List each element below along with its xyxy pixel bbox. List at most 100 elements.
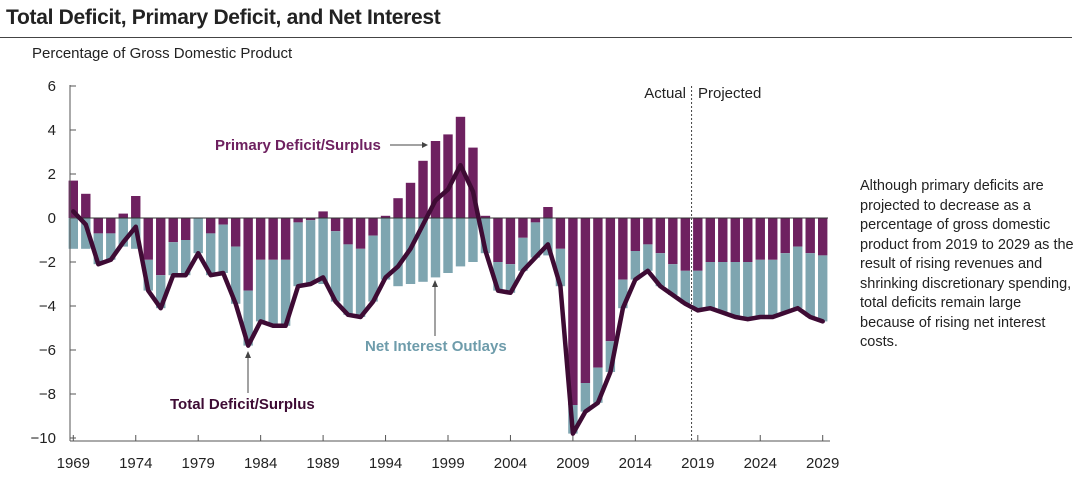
primary-bar-2020	[705, 218, 715, 262]
y-tick-label: −6	[39, 342, 56, 359]
primary-bar-1983	[243, 218, 253, 291]
interest-bar-1986	[280, 259, 291, 326]
interest-bar-2017	[668, 264, 678, 295]
primary-bar-2004	[505, 218, 516, 265]
projected-label: Projected	[698, 85, 761, 102]
y-tick-label: −4	[39, 298, 56, 315]
primary-bar-2026	[780, 218, 790, 254]
interest-bar-1995	[393, 218, 403, 287]
interest-bar-2016	[655, 253, 666, 287]
interest-bar-1989	[318, 218, 328, 284]
interest-bar-2011	[593, 367, 603, 403]
interest-bar-2020	[705, 262, 715, 309]
interest-bar-2027	[793, 246, 803, 309]
total-series-label: Total Deficit/Surplus	[170, 396, 315, 413]
interest-bar-1969	[68, 218, 78, 249]
interest-bar-2003	[493, 262, 503, 291]
primary-bar-2016	[655, 218, 666, 254]
y-tick-label: 4	[48, 122, 56, 139]
interest-bar-1976	[156, 275, 166, 309]
primary-series-label: Primary Deficit/Surplus	[215, 137, 381, 154]
x-tick-label: 2004	[494, 455, 527, 472]
x-tick-label: 1979	[182, 455, 215, 472]
interest-bar-2007	[543, 218, 553, 256]
interest-bar-1998	[430, 218, 441, 278]
primary-bar-1996	[405, 182, 416, 218]
primary-bar-1980	[205, 218, 216, 234]
x-tick-label: 2024	[744, 455, 777, 472]
interest-bar-2021	[718, 262, 728, 313]
primary-bar-2008	[555, 218, 566, 249]
primary-bar-1998	[430, 141, 441, 218]
primary-bar-2006	[530, 218, 541, 223]
interest-bar-2014	[630, 251, 641, 280]
primary-bar-1985	[268, 218, 278, 260]
primary-bar-1978	[181, 218, 191, 240]
interest-bar-1990	[330, 231, 341, 302]
x-tick-label: 1984	[244, 455, 277, 472]
primary-bar-1974	[131, 196, 141, 218]
primary-bar-2002	[480, 215, 491, 218]
primary-bar-1986	[280, 218, 291, 260]
primary-bar-1973	[118, 213, 128, 218]
chart-subtitle: Percentage of Gross Domestic Product	[32, 45, 293, 62]
primary-bar-1993	[368, 218, 378, 236]
interest-bar-1988	[305, 220, 316, 284]
interest-bar-2026	[780, 253, 790, 313]
primary-bar-1997	[418, 160, 428, 218]
primary-bar-1977	[168, 218, 178, 243]
primary-bar-2010	[580, 218, 591, 383]
interest-bar-1982	[230, 246, 241, 304]
interest-bar-1983	[243, 290, 253, 346]
primary-bar-2003	[493, 218, 503, 262]
interest-bar-1984	[255, 259, 266, 322]
primary-bar-1991	[343, 218, 353, 245]
primary-bar-2028	[805, 218, 815, 254]
interest-bar-1981	[218, 224, 228, 273]
interest-bar-2028	[805, 253, 815, 317]
x-tick-label: 1994	[369, 455, 402, 472]
interest-bar-2023	[743, 262, 753, 320]
primary-bar-2027	[793, 218, 803, 247]
primary-bar-2021	[718, 218, 728, 262]
x-tick-label: 1989	[306, 455, 339, 472]
primary-bar-1987	[293, 218, 303, 223]
interest-bar-2025	[768, 259, 778, 317]
primary-bar-1971	[93, 218, 103, 234]
interest-bar-2006	[530, 222, 541, 258]
primary-bar-2018	[680, 218, 691, 271]
interest-bar-2004	[505, 264, 516, 293]
primary-bar-2013	[618, 218, 628, 280]
primary-bar-2011	[593, 218, 603, 368]
interest-bar-1980	[205, 233, 216, 276]
interest-bar-1979	[193, 218, 203, 254]
primary-bar-2024	[755, 218, 765, 260]
interest-bar-1975	[143, 259, 153, 291]
interest-bar-2008	[555, 248, 566, 287]
primary-bar-2007	[543, 207, 553, 218]
x-tick-label: 1999	[431, 455, 464, 472]
primary-bar-2001	[468, 147, 478, 218]
primary-bar-2015	[643, 218, 653, 245]
primary-bar-2005	[518, 218, 528, 238]
interest-bar-2005	[518, 237, 528, 271]
interest-bar-1987	[293, 222, 303, 287]
interest-bar-1970	[81, 218, 91, 249]
actual-label: Actual	[644, 85, 686, 102]
interest-bar-2001	[468, 218, 478, 262]
interest-bar-2000	[455, 218, 466, 267]
interest-bar-2029	[818, 255, 828, 322]
x-tick-label: 2029	[806, 455, 839, 472]
y-tick-label: −2	[39, 254, 56, 271]
interest-bar-2013	[618, 279, 628, 309]
interest-bar-1999	[443, 218, 453, 273]
interest-bar-2024	[755, 259, 765, 317]
interest-bar-1977	[168, 242, 178, 276]
primary-bar-1972	[106, 218, 116, 234]
interest-bar-1985	[268, 259, 278, 326]
primary-bar-1999	[443, 134, 453, 218]
interest-bar-1972	[106, 233, 116, 260]
interest-bar-2012	[605, 341, 616, 372]
interest-bar-1991	[343, 244, 353, 315]
